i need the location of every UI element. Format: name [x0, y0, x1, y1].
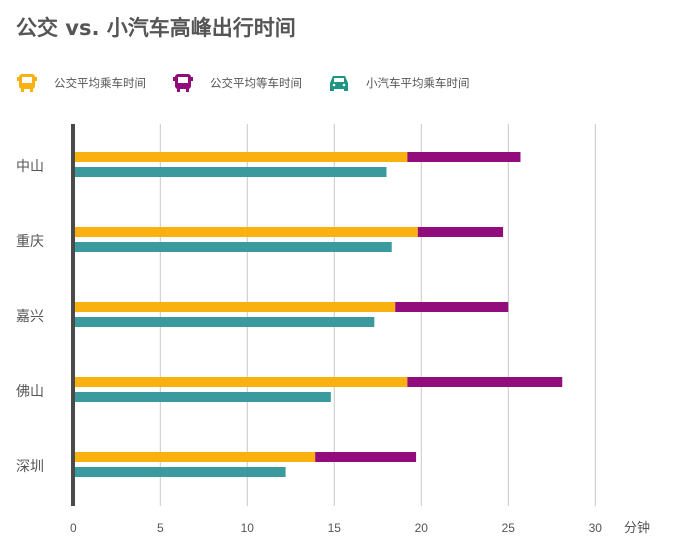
legend-item-car-ride: 小汽车平均乘车时间 [328, 72, 470, 94]
category-label: 重庆 [16, 234, 44, 250]
bar-小汽车平均乘车时间 [73, 242, 392, 252]
category-label: 嘉兴 [16, 309, 44, 325]
category-label: 深圳 [16, 459, 44, 475]
bar-公交平均乘车时间 [73, 452, 316, 462]
x-tick-label: 0 [70, 521, 77, 535]
legend-label: 小汽车平均乘车时间 [366, 76, 470, 90]
bar-小汽车平均乘车时间 [73, 392, 331, 402]
y-axis-line [71, 124, 75, 506]
x-tick-label: 20 [415, 521, 429, 535]
bar-公交平均等车时间 [315, 452, 417, 462]
bus-front-icon [17, 74, 37, 92]
bar-小汽车平均乘车时间 [73, 317, 375, 327]
bar-公交平均等车时间 [395, 302, 509, 312]
x-axis-label: 分钟 [624, 520, 650, 536]
bar-公交平均乘车时间 [73, 152, 408, 162]
bar-公交平均乘车时间 [73, 227, 418, 237]
bar-公交平均等车时间 [407, 152, 521, 162]
legend-item-bus-ride: 公交平均乘车时间 [16, 72, 146, 94]
legend-label: 公交平均乘车时间 [54, 76, 146, 90]
category-label: 佛山 [16, 384, 44, 400]
bar-公交平均等车时间 [417, 227, 504, 237]
bus-front-icon [173, 74, 193, 92]
chart-title: 公交 vs. 小汽车高峰出行时间 [16, 16, 296, 40]
x-tick-label: 5 [157, 521, 164, 535]
bar-公交平均等车时间 [407, 377, 563, 387]
bar-小汽车平均乘车时间 [73, 467, 286, 477]
bar-公交平均乘车时间 [73, 302, 396, 312]
legend-label: 公交平均等车时间 [210, 76, 302, 90]
bar-公交平均乘车时间 [73, 377, 408, 387]
category-label: 中山 [16, 159, 44, 175]
x-tick-label: 25 [502, 521, 516, 535]
x-tick-label: 10 [241, 521, 255, 535]
bar-小汽车平均乘车时间 [73, 167, 387, 177]
legend-item-bus-wait: 公交平均等车时间 [172, 72, 302, 94]
x-tick-label: 30 [589, 521, 603, 535]
car-front-icon [330, 76, 348, 91]
x-tick-label: 15 [328, 521, 342, 535]
